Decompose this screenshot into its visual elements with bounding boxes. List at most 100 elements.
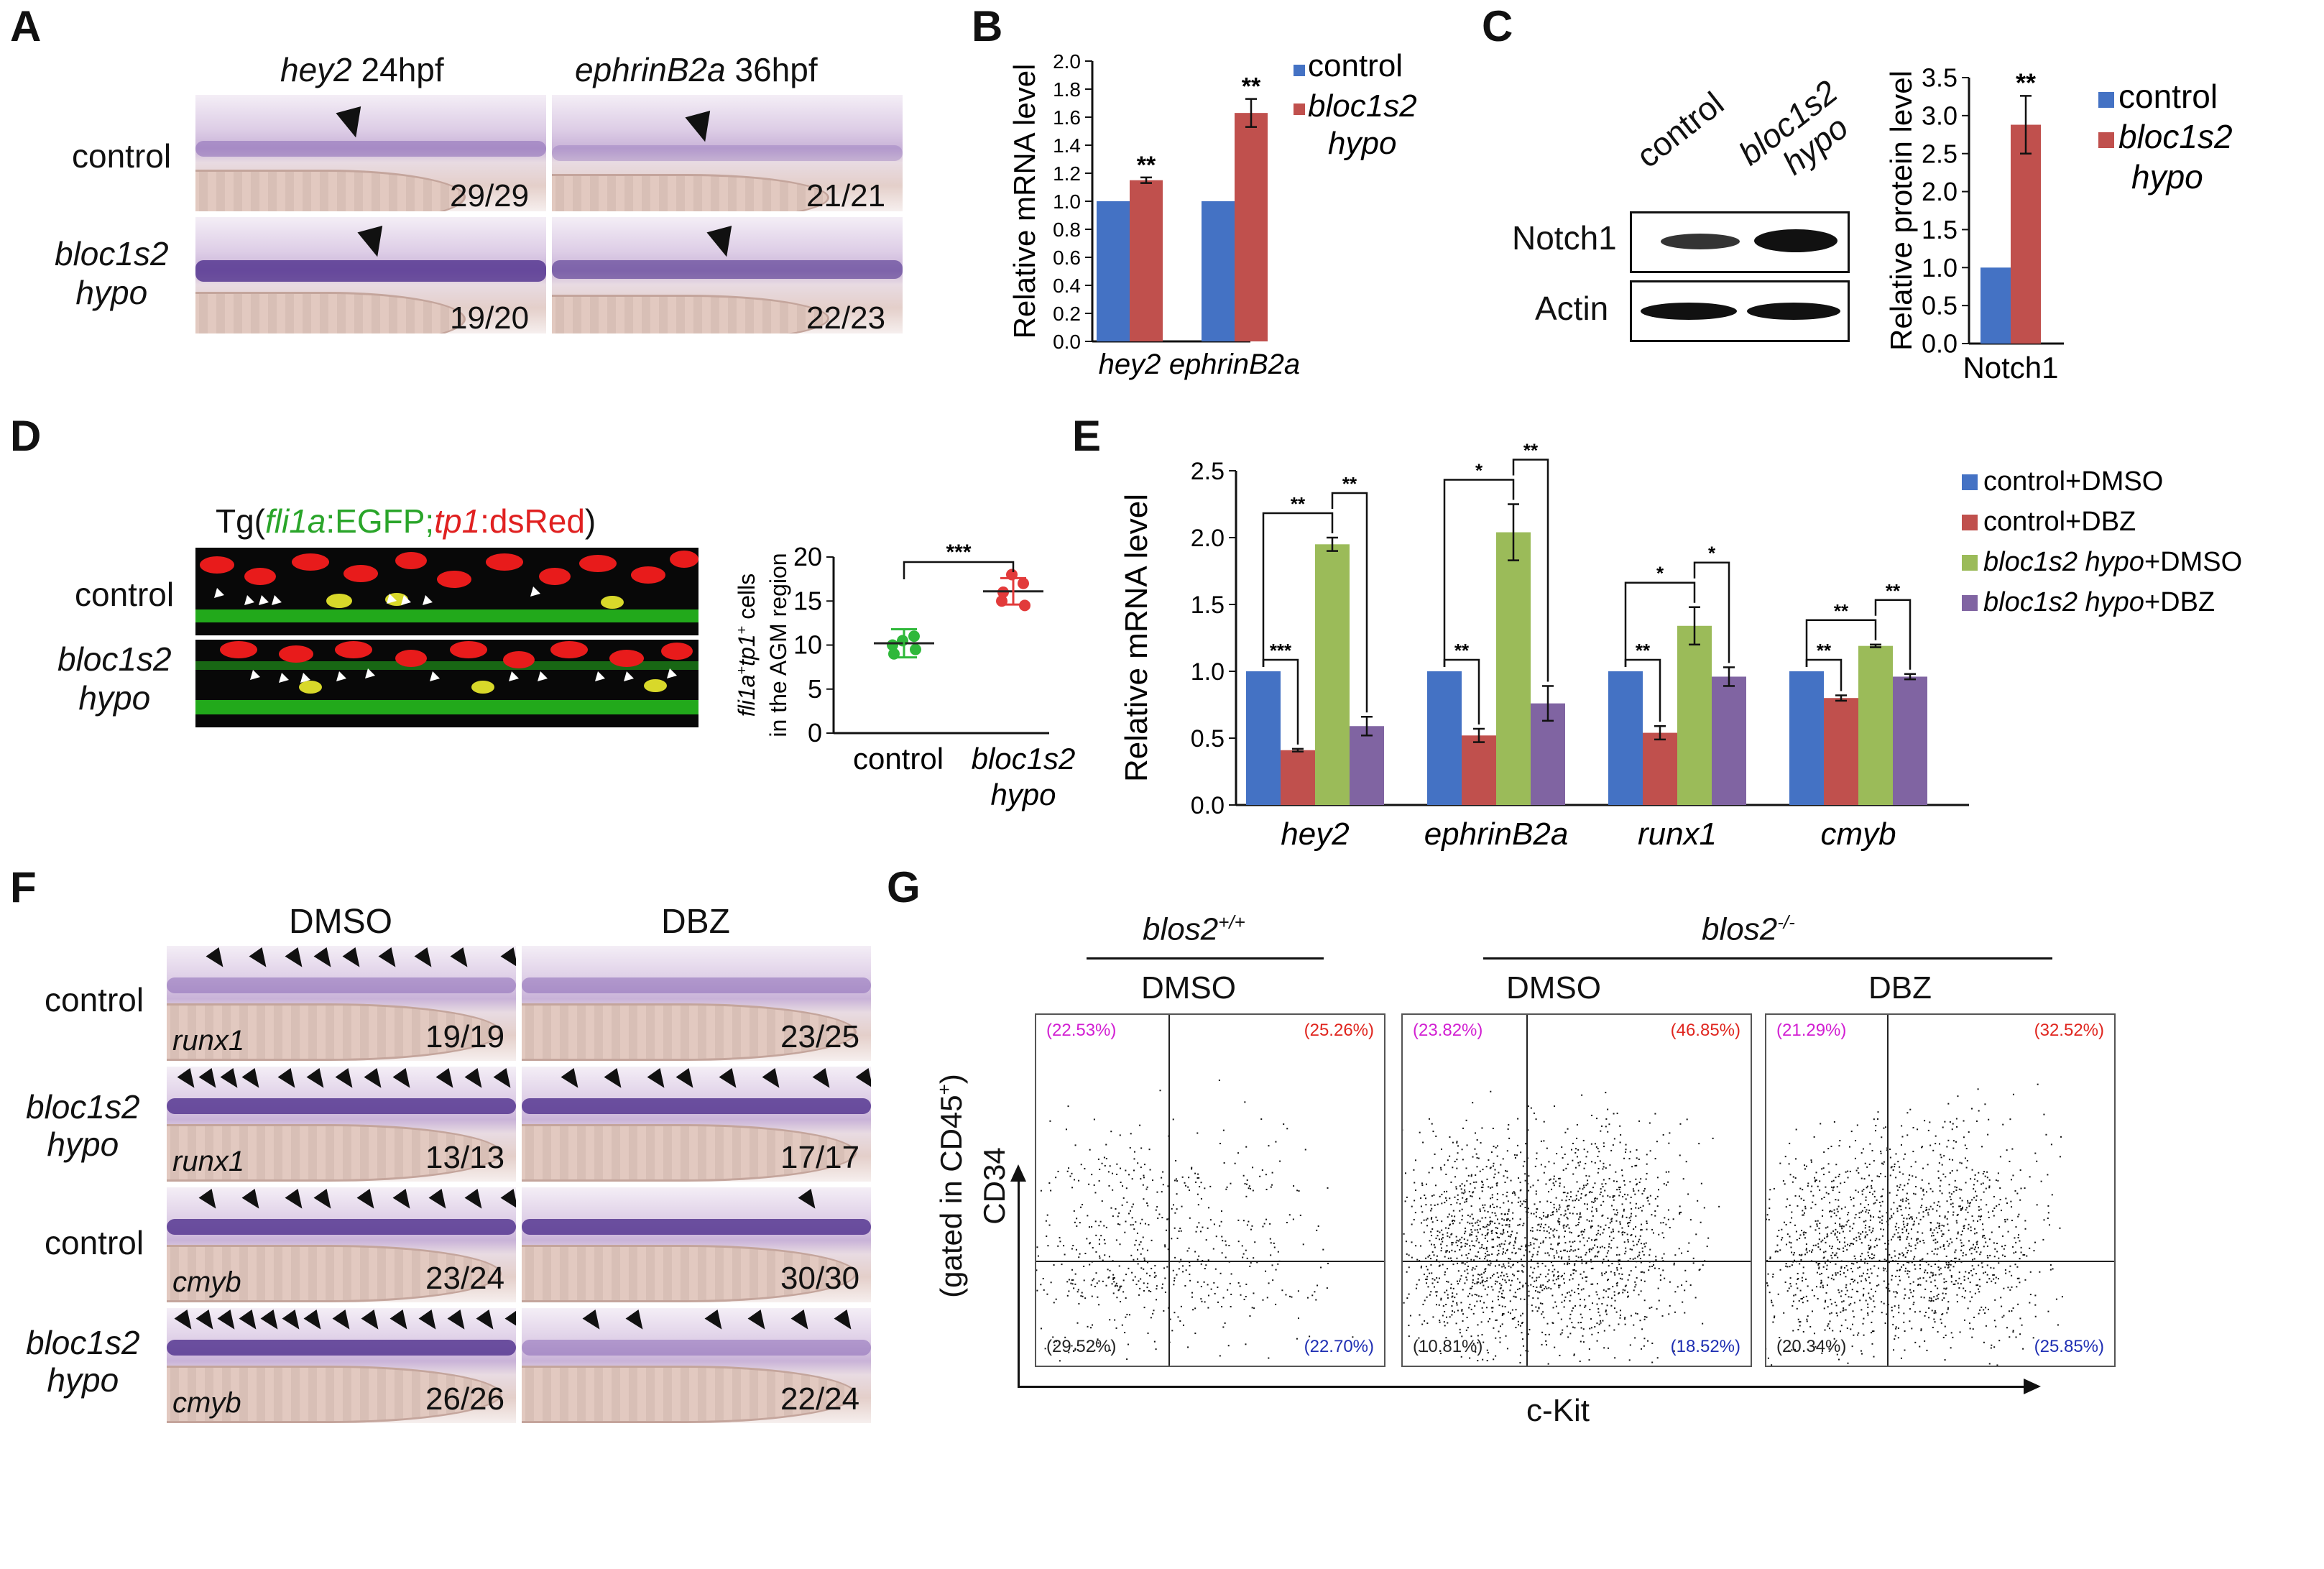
event-dot — [1083, 1265, 1085, 1267]
event-dot — [1909, 1271, 1911, 1273]
event-dot — [1815, 1244, 1817, 1246]
event-dot — [1089, 1242, 1091, 1244]
event-dot — [1603, 1228, 1605, 1230]
event-dot — [1431, 1167, 1434, 1169]
event-dot — [1804, 1253, 1807, 1256]
event-dot — [1119, 1223, 1121, 1225]
event-dot — [1588, 1192, 1590, 1194]
event-dot — [1459, 1280, 1461, 1282]
event-dot — [2007, 1230, 2009, 1233]
event-dot — [1219, 1355, 1221, 1357]
event-dot — [1520, 1151, 1522, 1154]
event-dot — [1654, 1267, 1656, 1269]
event-dot — [1428, 1118, 1430, 1120]
event-dot — [1702, 1345, 1704, 1347]
event-dot — [1823, 1237, 1825, 1239]
bar — [1824, 698, 1858, 805]
panel-a-image-1 — [195, 95, 546, 211]
event-dot — [1649, 1307, 1651, 1310]
event-dot — [1651, 1361, 1654, 1363]
event-dot — [1519, 1205, 1521, 1207]
event-dot — [1652, 1232, 1654, 1234]
event-dot — [1515, 1296, 1517, 1298]
event-dot — [1093, 1278, 1095, 1280]
event-dot — [1926, 1208, 1928, 1210]
event-dot — [1828, 1171, 1830, 1173]
event-dot — [1897, 1189, 1899, 1191]
event-dot — [1475, 1174, 1477, 1176]
event-dot — [1475, 1181, 1477, 1183]
event-dot — [1189, 1279, 1191, 1282]
event-dot — [2015, 1226, 2017, 1228]
event-dot — [1865, 1279, 1867, 1282]
event-dot — [2020, 1251, 2022, 1253]
event-dot — [1200, 1182, 1202, 1184]
event-dot — [1480, 1273, 1483, 1275]
event-dot — [1121, 1324, 1123, 1326]
event-dot — [1912, 1303, 1914, 1305]
event-dot — [1585, 1280, 1587, 1282]
event-dot — [1438, 1277, 1440, 1279]
event-dot — [1451, 1233, 1453, 1235]
event-dot — [1475, 1265, 1477, 1267]
event-dot — [1835, 1215, 1837, 1217]
event-dot — [1198, 1177, 1200, 1179]
event-dot — [1574, 1305, 1577, 1307]
event-dot — [1914, 1268, 1917, 1270]
event-dot — [1546, 1216, 1549, 1218]
event-dot — [1518, 1282, 1521, 1284]
event-dot — [2011, 1206, 2013, 1208]
legend-label: bloc1s2 — [1308, 88, 1417, 124]
event-dot — [1823, 1151, 1825, 1153]
arrowhead-marker — [335, 1068, 359, 1092]
event-dot — [1442, 1241, 1444, 1243]
event-dot — [1867, 1251, 1869, 1253]
event-dot — [1554, 1269, 1556, 1271]
event-dot — [1603, 1247, 1605, 1249]
event-dot — [1509, 1220, 1511, 1222]
event-dot — [1698, 1269, 1700, 1271]
event-dot — [1474, 1148, 1476, 1150]
event-dot — [1906, 1218, 1908, 1220]
event-dot — [2034, 1294, 2037, 1297]
event-dot — [1630, 1234, 1632, 1236]
event-dot — [1968, 1272, 1970, 1274]
event-dot — [1479, 1274, 1481, 1276]
event-dot — [1618, 1323, 1620, 1325]
event-dot — [1864, 1236, 1866, 1238]
event-dot — [1908, 1243, 1910, 1245]
event-dot — [1800, 1259, 1802, 1261]
event-dot — [1801, 1253, 1803, 1256]
data-point — [910, 643, 921, 655]
event-dot — [1580, 1216, 1582, 1218]
event-dot — [1631, 1207, 1633, 1210]
event-dot — [1884, 1175, 1886, 1177]
arrowhead-marker — [747, 1310, 772, 1334]
arrowhead-marker — [604, 1068, 628, 1092]
event-dot — [1596, 1294, 1598, 1296]
event-dot — [1262, 1225, 1264, 1228]
panel-f-image: runx1 — [167, 1067, 516, 1182]
event-dot — [1894, 1233, 1896, 1236]
event-dot — [1605, 1313, 1608, 1315]
event-dot — [1582, 1184, 1585, 1187]
event-dot — [1789, 1283, 1792, 1285]
event-dot — [1522, 1286, 1524, 1288]
event-dot — [1161, 1177, 1163, 1179]
event-dot — [1299, 1214, 1301, 1216]
event-dot — [1847, 1243, 1849, 1246]
event-dot — [1627, 1279, 1629, 1281]
event-dot — [1876, 1244, 1878, 1246]
event-dot — [1503, 1243, 1505, 1246]
event-dot — [1451, 1314, 1453, 1316]
event-dot — [1500, 1164, 1502, 1166]
event-dot — [1135, 1221, 1137, 1223]
event-dot — [1965, 1253, 1967, 1256]
event-dot — [1931, 1299, 1933, 1302]
event-dot — [1446, 1200, 1448, 1202]
event-dot — [1482, 1358, 1484, 1361]
event-dot — [1839, 1225, 1841, 1227]
event-dot — [1872, 1228, 1874, 1230]
event-dot — [1437, 1230, 1439, 1232]
event-dot — [1635, 1266, 1637, 1268]
